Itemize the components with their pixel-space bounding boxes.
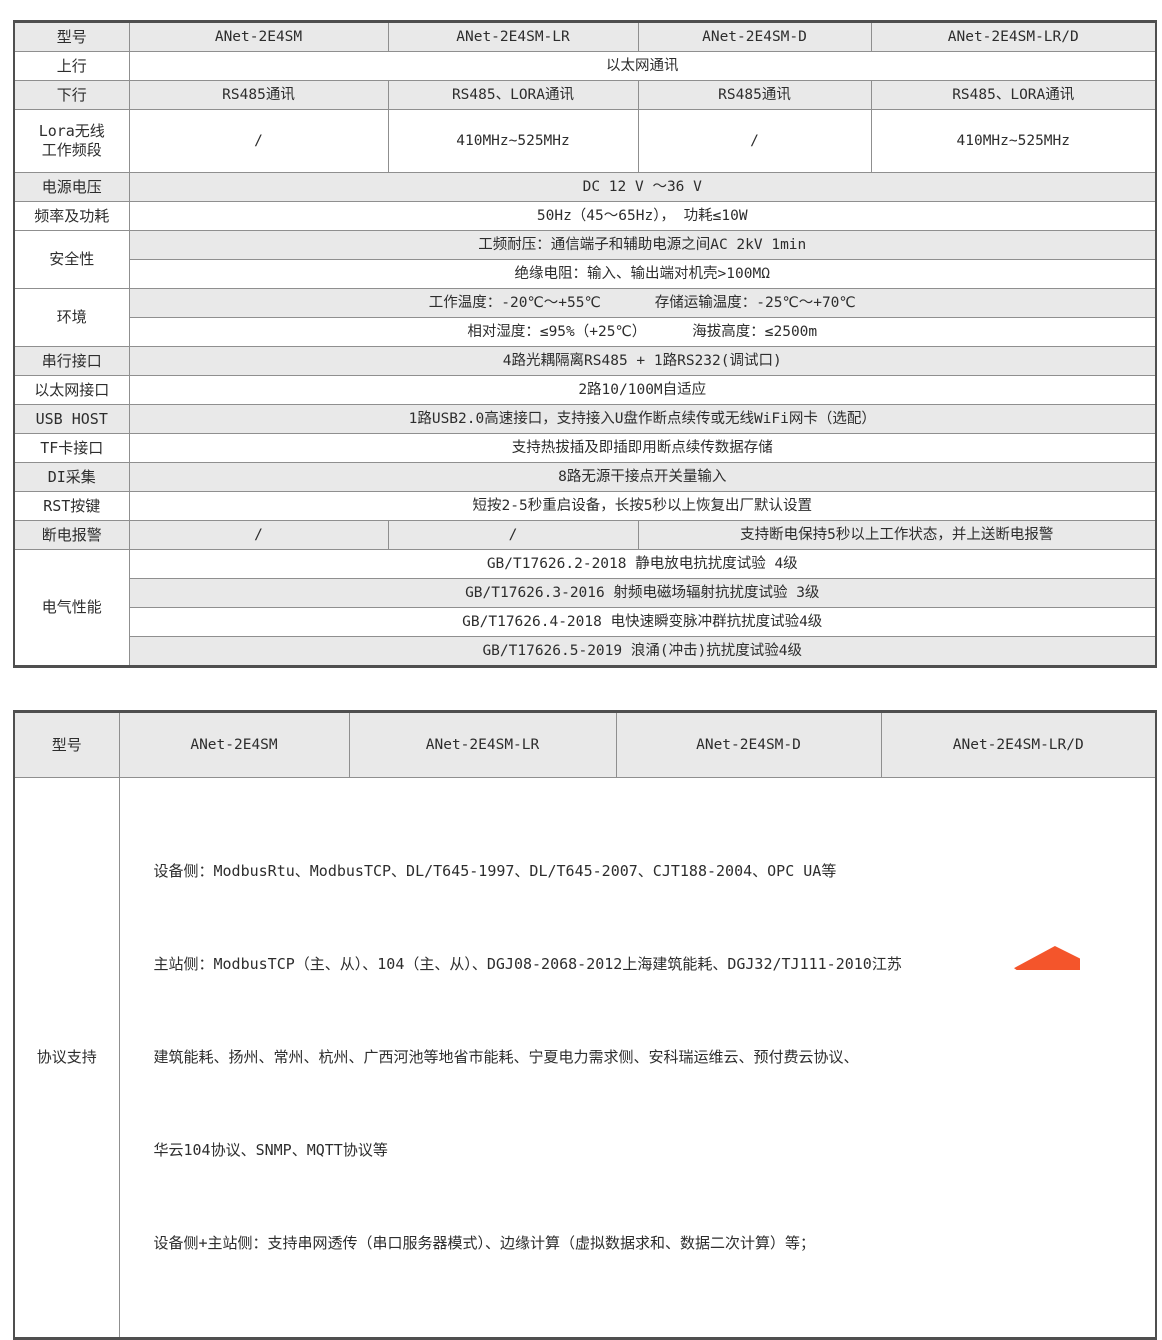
row-label-powerfail: 断电报警 [13, 520, 130, 550]
powerfail-cell: / [387, 520, 639, 550]
table-row-emc-2: GB/T17626.3-2016 射频电磁场辐射抗扰度试验 3级 [14, 578, 1157, 608]
lora-label-line2: 工作频段 [41, 141, 102, 159]
model-cell: ANet-2E4SM-D [615, 711, 882, 778]
usb-value: 1路USB2.0高速接口，支持接入U盘作断点续传或无线WiFi网卡（选配） [128, 404, 1157, 434]
safety-row-1: 工频耐压：通信端子和辅助电源之间AC 2kV 1min [128, 230, 1157, 260]
lora-cell: / [637, 109, 872, 173]
uplink-value: 以太网通讯 [128, 51, 1157, 81]
row-label-emc: 电气性能 [13, 549, 130, 667]
di-value: 8路无源干接点开关量输入 [128, 462, 1157, 492]
ethernet-value: 2路10/100M自适应 [128, 375, 1157, 405]
table-row-env-1: 环境 工作温度：-20℃～+55℃ 存储运输温度：-25℃～+70℃ [13, 288, 1157, 347]
table-row-serial: 串行接口 4路光耦隔离RS485 + 1路RS232(调试口) [13, 346, 1157, 376]
row-label-tf: TF卡接口 [13, 433, 130, 463]
env-storage-temp: 存储运输温度：-25℃～+70℃ [654, 294, 856, 311]
powerfail-merged-cell: 支持断电保持5秒以上工作状态，并上送断电报警 [637, 520, 1157, 550]
rst-value: 短按2-5秒重启设备，长按5秒以上恢复出厂默认设置 [128, 491, 1157, 521]
row-label-protocol: 协议支持 [13, 777, 120, 1339]
table-row-env-2: 相对湿度：≤95%（+25℃） 海拔高度：≤2500m [14, 317, 1157, 347]
downlink-cell: RS485、LORA通讯 [387, 80, 639, 110]
emc-row-1: GB/T17626.2-2018 静电放电抗扰度试验 4级 [128, 549, 1157, 579]
safety-row-2: 绝缘电阻：输入、输出端对机壳>100MΩ [128, 259, 1157, 289]
serial-value: 4路光耦隔离RS485 + 1路RS232(调试口) [128, 346, 1157, 376]
table-row-emc-3: GB/T17626.4-2018 电快速瞬变脉冲群抗扰度试验4级 [14, 607, 1157, 637]
table-row-freq: 频率及功耗 50Hz（45～65Hz）， 功耗≤10W [13, 201, 1157, 231]
table-row-di: DI采集 8路无源干接点开关量输入 [13, 462, 1157, 492]
env-altitude: 海拔高度：≤2500m [692, 323, 818, 340]
table-row-tf: TF卡接口 支持热拔插及即插即用断点续传数据存储 [13, 433, 1157, 463]
env-humidity: 相对湿度：≤95%（+25℃） [467, 323, 647, 340]
protocol-table: 型号 ANet-2E4SM ANet-2E4SM-LR ANet-2E4SM-D… [13, 710, 1157, 1340]
row-label-safety: 安全性 [13, 230, 130, 289]
power-value: DC 12 V ～36 V [128, 172, 1157, 202]
protocol-content: 设备侧：ModbusRtu、ModbusTCP、DL/T645-1997、DL/… [118, 777, 1157, 1339]
protocol-line: 华云104协议、SNMP、MQTT协议等 [153, 1141, 388, 1159]
table-row-rst: RST按键 短按2-5秒重启设备，长按5秒以上恢复出厂默认设置 [13, 491, 1157, 521]
row-label-ethernet: 以太网接口 [13, 375, 130, 405]
env-work-temp: 工作温度：-20℃～+55℃ [428, 294, 601, 311]
table-row-emc-4: GB/T17626.5-2019 浪涌(冲击)抗扰度试验4级 [14, 636, 1157, 667]
table-row-downlink: 下行 RS485通讯 RS485、LORA通讯 RS485通讯 RS485、LO… [13, 80, 1157, 110]
model-cell: ANet-2E4SM [118, 711, 350, 778]
model-cell: ANet-2E4SM [128, 21, 389, 52]
table-row-usb: USB HOST 1路USB2.0高速接口，支持接入U盘作断点续传或无线WiFi… [13, 404, 1157, 434]
row-label-freq: 频率及功耗 [13, 201, 130, 231]
row-label-model: 型号 [13, 711, 120, 778]
downlink-cell: RS485通讯 [637, 80, 872, 110]
tf-value: 支持热拔插及即插即用断点续传数据存储 [128, 433, 1157, 463]
downlink-cell: RS485通讯 [128, 80, 389, 110]
lora-cell: / [128, 109, 389, 173]
lora-cell: 410MHz~525MHz [387, 109, 639, 173]
table-row-safety-2: 绝缘电阻：输入、输出端对机壳>100MΩ [14, 259, 1157, 289]
table-row-model: 型号 ANet-2E4SM ANet-2E4SM-LR ANet-2E4SM-D… [13, 21, 1157, 52]
table-row-ethernet: 以太网接口 2路10/100M自适应 [13, 375, 1157, 405]
lora-label-line1: Lora无线 [38, 122, 105, 141]
model-cell: ANet-2E4SM-LR [348, 711, 617, 778]
protocol-line: 主站侧：ModbusTCP（主、从）、104（主、从）、DGJ08-2068-2… [153, 955, 902, 973]
table-row-powerfail: 断电报警 / / 支持断电保持5秒以上工作状态，并上送断电报警 [13, 520, 1157, 550]
protocol-line: 设备侧：ModbusRtu、ModbusTCP、DL/T645-1997、DL/… [153, 862, 837, 880]
lora-cell: 410MHz~525MHz [870, 109, 1157, 173]
row-label-usb: USB HOST [13, 404, 130, 434]
freq-value: 50Hz（45～65Hz）， 功耗≤10W [128, 201, 1157, 231]
model-cell: ANet-2E4SM-LR/D [880, 711, 1157, 778]
emc-row-3: GB/T17626.4-2018 电快速瞬变脉冲群抗扰度试验4级 [128, 607, 1157, 637]
row-label-lora: Lora无线 工作频段 [13, 109, 130, 173]
model-cell: ANet-2E4SM-D [637, 21, 872, 52]
emc-row-4: GB/T17626.5-2019 浪涌(冲击)抗扰度试验4级 [128, 636, 1157, 667]
table-row-emc-1: 电气性能 GB/T17626.2-2018 静电放电抗扰度试验 4级 [13, 549, 1157, 667]
table-row-uplink: 上行 以太网通讯 [13, 51, 1157, 81]
env-row-1: 工作温度：-20℃～+55℃ 存储运输温度：-25℃～+70℃ [128, 288, 1157, 318]
protocol-line: 设备侧+主站侧：支持串网透传（串口服务器模式）、边缘计算（虚拟数据求和、数据二次… [153, 1234, 816, 1252]
spec-table: 型号 ANet-2E4SM ANet-2E4SM-LR ANet-2E4SM-D… [13, 20, 1157, 668]
table-row-safety-1: 安全性 工频耐压：通信端子和辅助电源之间AC 2kV 1min [13, 230, 1157, 289]
row-label-uplink: 上行 [13, 51, 130, 81]
table-row-model: 型号 ANet-2E4SM ANet-2E4SM-LR ANet-2E4SM-D… [13, 711, 1157, 778]
row-label-di: DI采集 [13, 462, 130, 492]
row-label-model: 型号 [13, 21, 130, 52]
downlink-cell: RS485、LORA通讯 [870, 80, 1157, 110]
table-row-lora: Lora无线 工作频段 / 410MHz~525MHz / 410MHz~525M… [13, 109, 1157, 173]
emc-row-2: GB/T17626.3-2016 射频电磁场辐射抗扰度试验 3级 [128, 578, 1157, 608]
row-label-rst: RST按键 [13, 491, 130, 521]
row-label-serial: 串行接口 [13, 346, 130, 376]
protocol-line: 建筑能耗、扬州、常州、杭州、广西河池等地省市能耗、宁夏电力需求侧、安科瑞运维云、… [153, 1048, 859, 1066]
row-label-downlink: 下行 [13, 80, 130, 110]
row-label-environment: 环境 [13, 288, 130, 347]
row-label-power: 电源电压 [13, 172, 130, 202]
table-row-protocol: 协议支持 设备侧：ModbusRtu、ModbusTCP、DL/T645-199… [13, 777, 1157, 1339]
env-row-2: 相对湿度：≤95%（+25℃） 海拔高度：≤2500m [128, 317, 1157, 347]
table-row-power: 电源电压 DC 12 V ～36 V [13, 172, 1157, 202]
model-cell: ANet-2E4SM-LR [387, 21, 639, 52]
powerfail-cell: / [128, 520, 389, 550]
model-cell: ANet-2E4SM-LR/D [870, 21, 1157, 52]
